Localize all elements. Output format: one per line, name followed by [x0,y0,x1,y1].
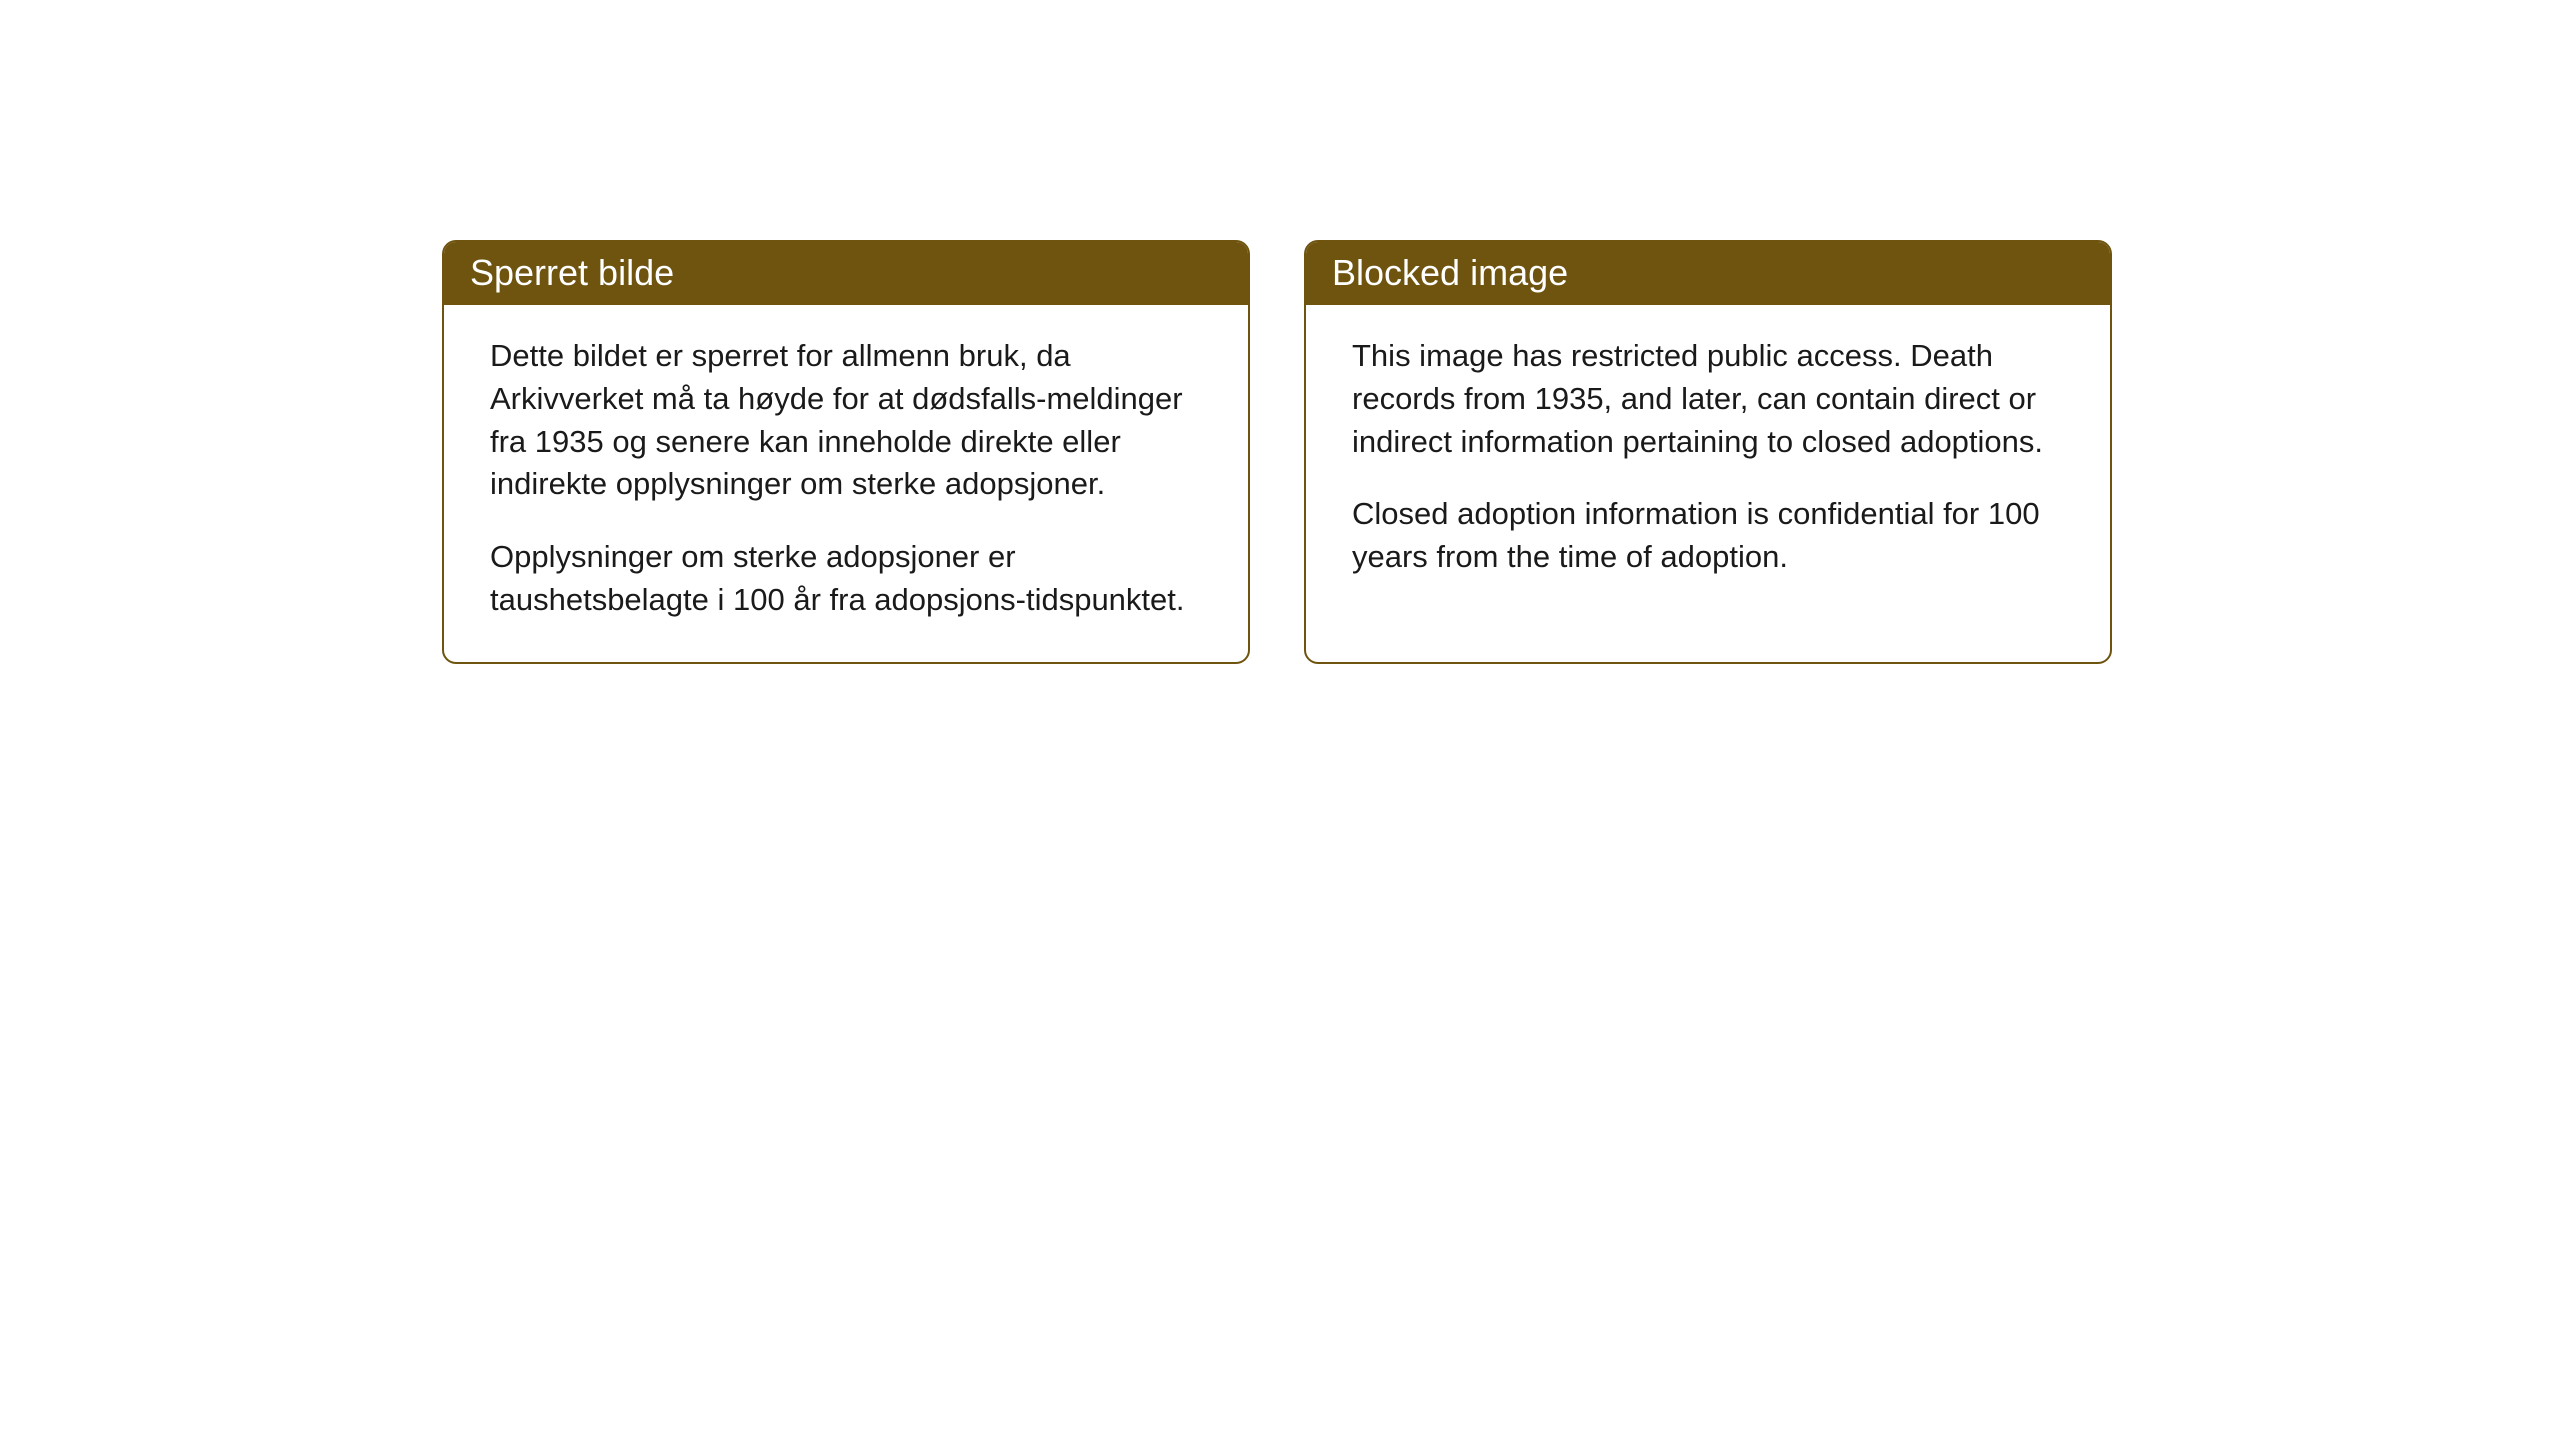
card-paragraph-2-norwegian: Opplysninger om sterke adopsjoner er tau… [490,536,1204,622]
notice-card-norwegian: Sperret bilde Dette bildet er sperret fo… [442,240,1250,664]
card-paragraph-1-norwegian: Dette bildet er sperret for allmenn bruk… [490,335,1204,506]
card-paragraph-1-english: This image has restricted public access.… [1352,335,2066,463]
notice-card-english: Blocked image This image has restricted … [1304,240,2112,664]
card-paragraph-2-english: Closed adoption information is confident… [1352,493,2066,579]
card-body-english: This image has restricted public access.… [1306,305,2110,619]
card-body-norwegian: Dette bildet er sperret for allmenn bruk… [444,305,1248,662]
card-title-norwegian: Sperret bilde [444,242,1248,305]
notice-container: Sperret bilde Dette bildet er sperret fo… [0,0,2560,664]
card-title-english: Blocked image [1306,242,2110,305]
